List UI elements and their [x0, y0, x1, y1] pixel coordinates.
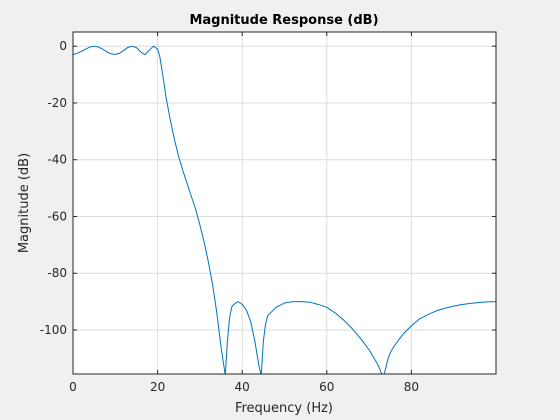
y-tick-label: -40	[47, 153, 67, 167]
y-tick-label: -20	[47, 96, 67, 110]
plot-area	[73, 45, 496, 374]
ticks: 0 20 40 60 80 0 -20 -40 -60 -80 -100	[40, 32, 496, 394]
x-tick-label: 60	[319, 380, 334, 394]
chart-title: Magnitude Response (dB)	[189, 13, 378, 28]
x-tick-label: 0	[69, 380, 77, 394]
y-axis-label: Magnitude (dB)	[17, 153, 32, 253]
y-tick-label: -80	[47, 266, 67, 280]
x-tick-label: 80	[404, 380, 419, 394]
y-tick-label: -60	[47, 209, 67, 223]
grid	[72, 32, 496, 374]
x-tick-label: 20	[150, 380, 165, 394]
axes-background	[73, 32, 496, 374]
axes-box	[72, 31, 497, 375]
x-tick-label: 40	[235, 380, 250, 394]
y-tick-label: -100	[40, 323, 67, 337]
x-axis-label: Frequency (Hz)	[235, 401, 333, 416]
series-line-0	[73, 45, 496, 374]
y-tick-label: 0	[59, 39, 67, 53]
